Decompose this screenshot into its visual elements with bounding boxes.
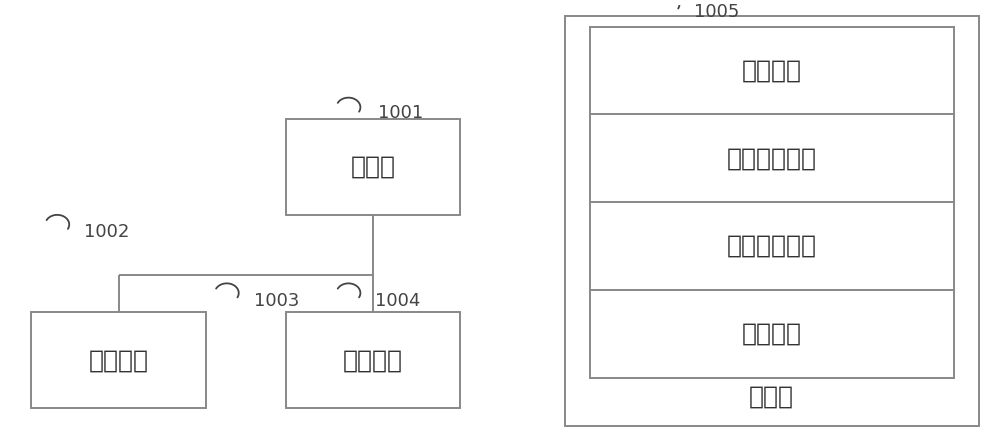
Text: 用户接口: 用户接口	[89, 348, 149, 372]
Text: 1003: 1003	[254, 292, 299, 310]
Bar	[565, 16, 979, 426]
Text: 分配程序: 分配程序	[742, 322, 802, 346]
Text: 网络接口: 网络接口	[343, 348, 403, 372]
Text: 用户接口模块: 用户接口模块	[727, 234, 817, 258]
Bar	[286, 312, 460, 409]
Text: 1004: 1004	[375, 292, 421, 310]
Text: 1005: 1005	[694, 3, 740, 21]
Text: 1002: 1002	[84, 223, 130, 241]
Text: 存储器: 存储器	[749, 384, 794, 409]
Text: 操作系统: 操作系统	[742, 58, 802, 82]
Bar	[31, 312, 206, 409]
Bar	[590, 27, 954, 378]
Text: 网络通信模块: 网络通信模块	[727, 146, 817, 170]
Text: 处理器: 处理器	[350, 155, 395, 179]
Bar	[286, 119, 460, 215]
Text: 1001: 1001	[378, 105, 424, 122]
